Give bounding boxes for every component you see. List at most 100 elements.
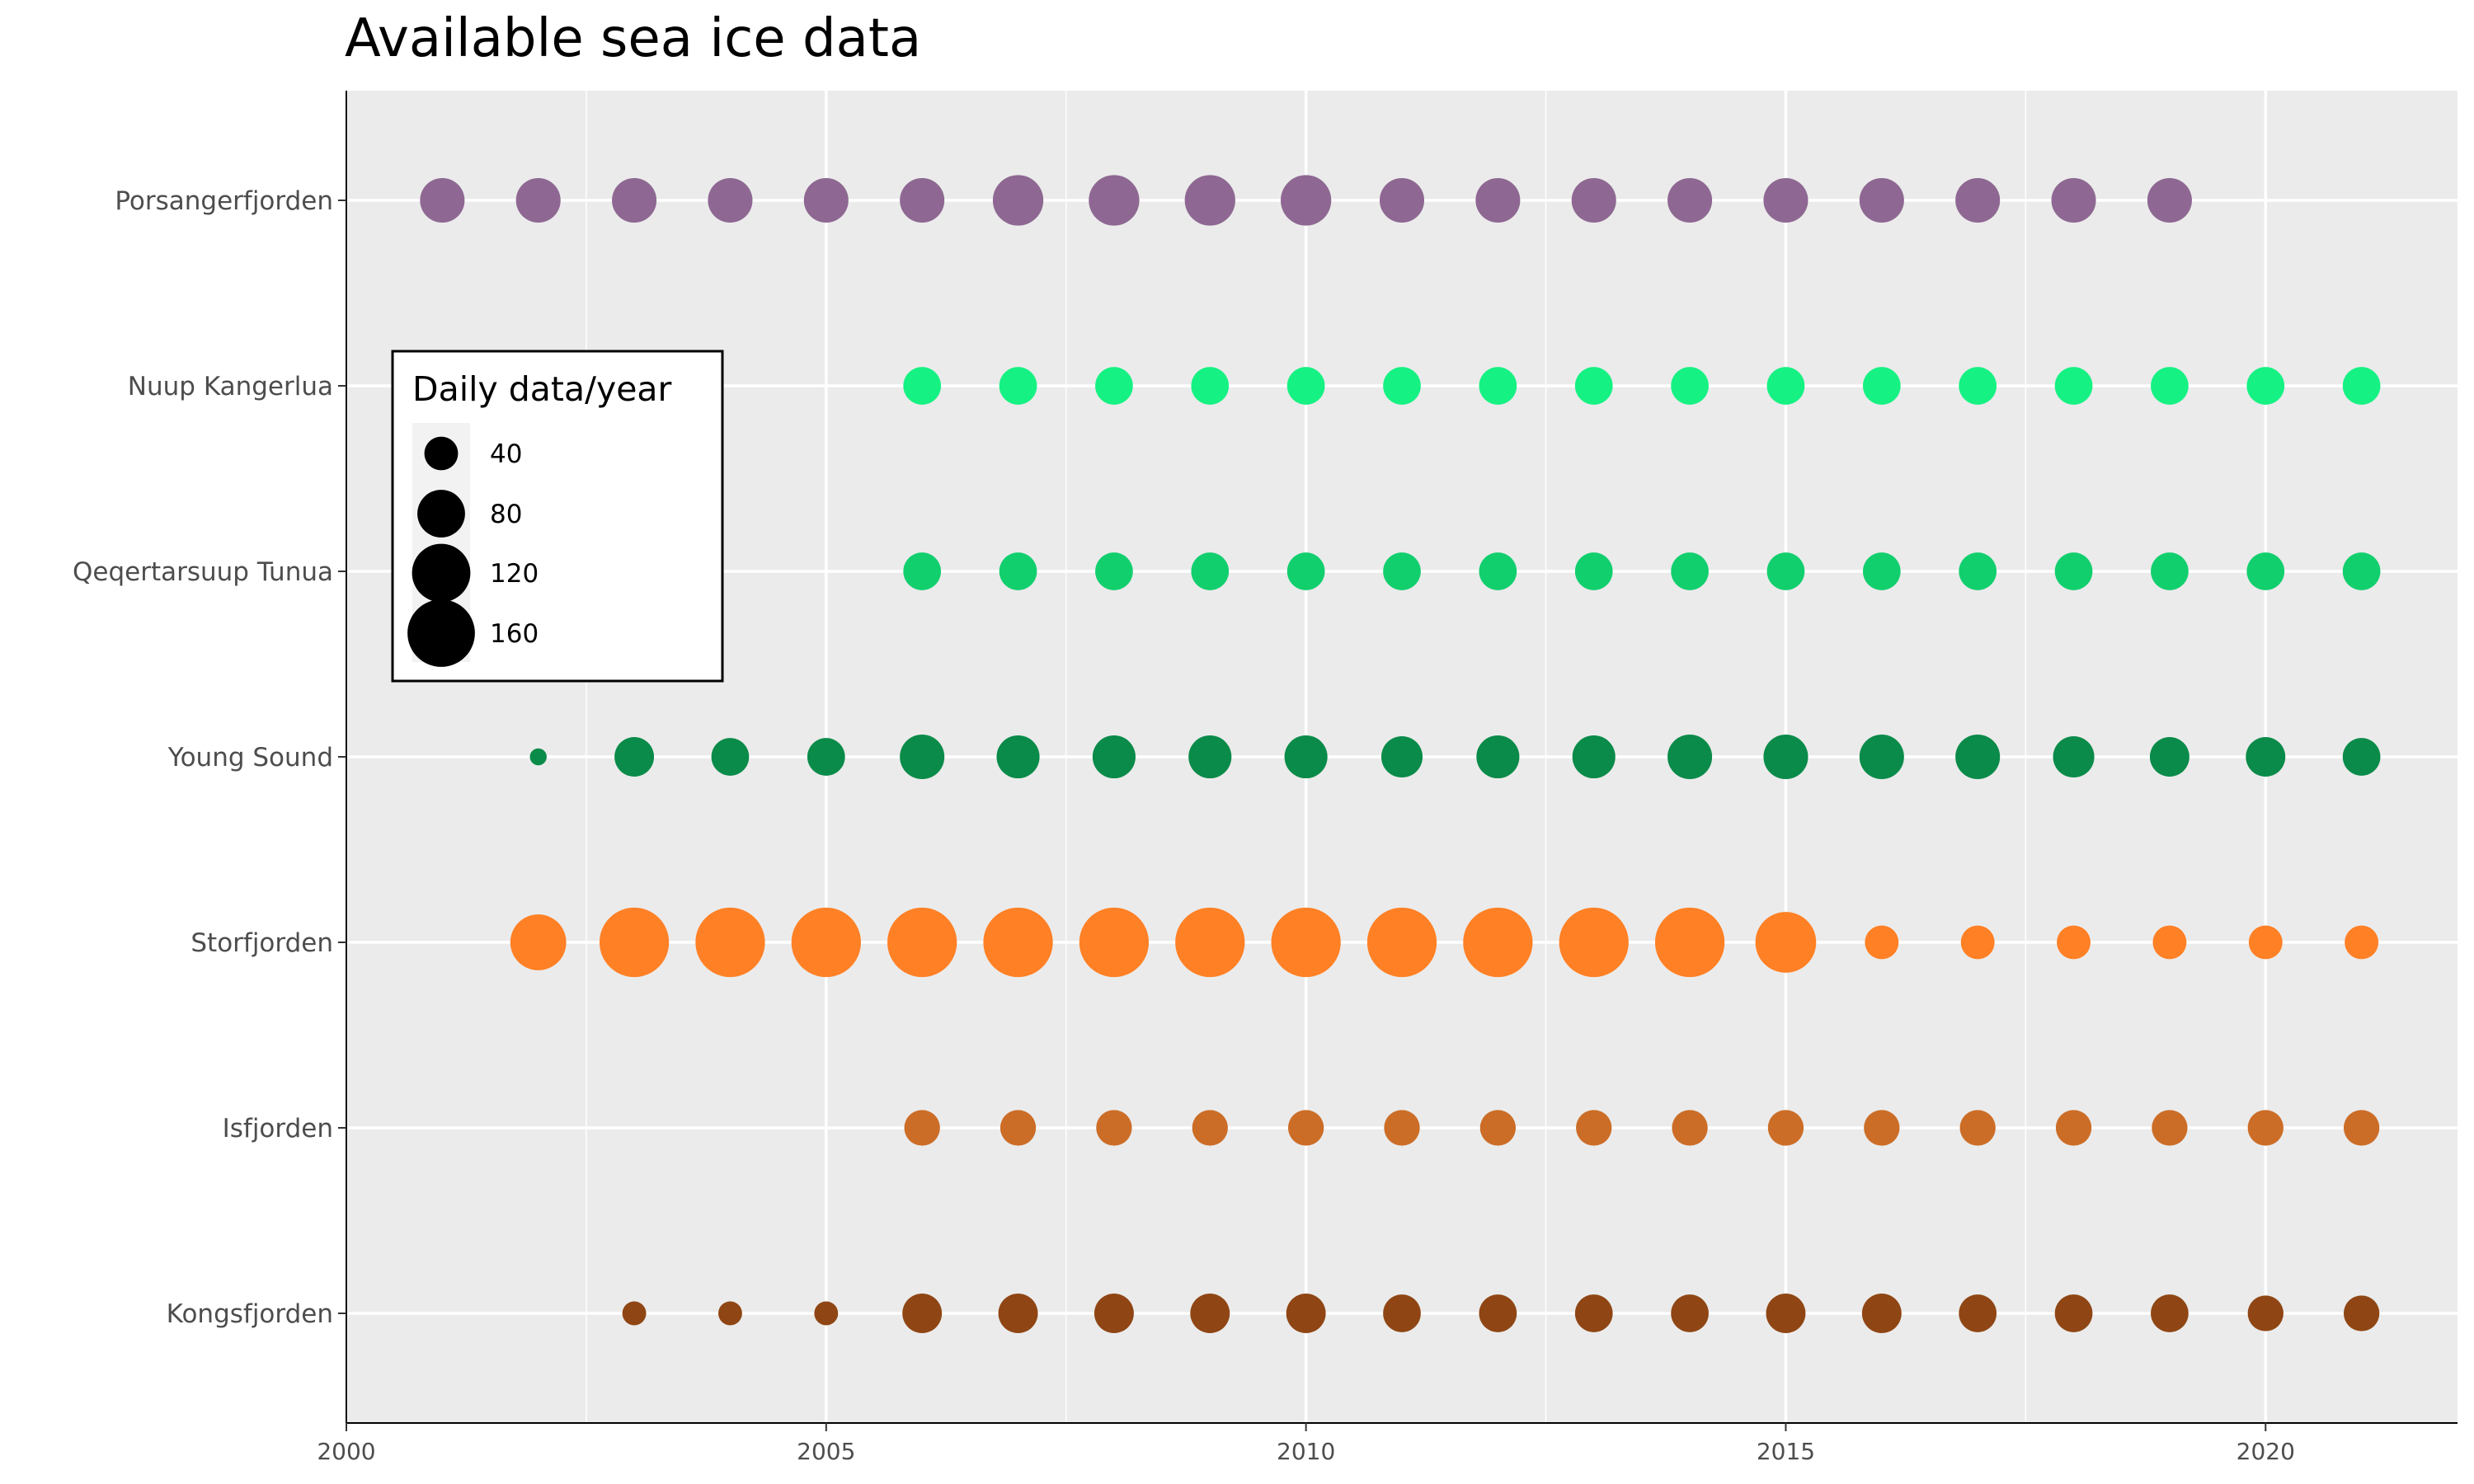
data-point [2343, 1110, 2380, 1146]
data-point [1286, 552, 1325, 590]
data-point [1383, 367, 1421, 405]
data-point [902, 1294, 943, 1333]
data-point [1865, 925, 1899, 960]
data-point [1383, 1294, 1421, 1332]
data-point [2152, 925, 2187, 960]
data-point [711, 738, 750, 776]
data-points [420, 175, 2381, 1333]
data-point [2151, 552, 2189, 590]
data-point [1763, 734, 1808, 780]
data-point [515, 177, 561, 223]
data-point [510, 914, 567, 970]
legend-key [417, 490, 465, 538]
data-point [1463, 907, 1533, 978]
data-point [1284, 735, 1328, 779]
data-point [1959, 367, 1997, 405]
data-point [1191, 367, 1230, 405]
legend-title: Daily data/year [412, 369, 672, 409]
data-point [2152, 1110, 2188, 1146]
data-point [2147, 177, 2192, 223]
data-point [1959, 1110, 1996, 1146]
data-point [1384, 1110, 1420, 1146]
data-point [900, 177, 945, 223]
data-point [1475, 177, 1521, 223]
data-point [998, 1294, 1038, 1333]
data-point [1184, 175, 1235, 226]
data-point [2343, 1295, 2380, 1331]
data-point [1476, 735, 1520, 779]
data-point [1366, 907, 1437, 978]
data-point [1280, 175, 1332, 226]
data-point [1862, 552, 1901, 590]
data-point [1671, 367, 1709, 405]
y-tick-label: Nuup Kangerlua [128, 372, 333, 402]
data-point [2247, 1295, 2284, 1331]
data-point [807, 738, 845, 776]
data-point [2055, 1110, 2092, 1146]
chart-title: Available sea ice data [345, 8, 921, 69]
data-point [903, 367, 942, 405]
data-point [2151, 1294, 2189, 1332]
data-point [1094, 1294, 1134, 1333]
data-point [803, 177, 849, 223]
data-point [1959, 552, 1997, 590]
data-point [1479, 552, 1517, 590]
data-point [695, 907, 765, 978]
data-point [2342, 367, 2381, 405]
size-legend: Daily data/year 40 80 120 160 [391, 350, 724, 683]
y-tick-label: Porsangerfjorden [115, 186, 333, 216]
x-tick-label: 2005 [797, 1438, 855, 1465]
data-point [791, 907, 861, 978]
data-point [1271, 907, 1341, 978]
legend-label: 160 [490, 619, 539, 649]
data-point [2149, 737, 2189, 777]
data-point [1672, 1110, 1708, 1146]
data-point [2345, 925, 2379, 960]
data-point [1574, 367, 1613, 405]
legend-label: 80 [490, 500, 522, 529]
x-tick-label: 2015 [1757, 1438, 1815, 1465]
data-point [1559, 907, 1629, 978]
data-point [983, 907, 1053, 978]
data-point [1766, 1294, 1806, 1333]
data-point [529, 748, 547, 766]
legend-key [407, 599, 475, 667]
data-point [1572, 735, 1616, 779]
legend-label: 40 [490, 439, 522, 469]
data-point [1383, 552, 1421, 590]
data-point [1571, 177, 1616, 223]
data-point [1671, 552, 1709, 590]
y-tick-label: Young Sound [167, 743, 333, 773]
data-point [708, 177, 753, 223]
data-point [1092, 735, 1136, 779]
data-point [2248, 925, 2283, 960]
data-point [1574, 1294, 1613, 1332]
data-point [2342, 552, 2381, 590]
data-point [622, 1301, 647, 1326]
x-tick-label: 2020 [2236, 1438, 2295, 1465]
data-point [1767, 1110, 1804, 1146]
data-point [2246, 737, 2286, 777]
data-point [1955, 734, 2001, 780]
data-point [2054, 1294, 2093, 1332]
data-point [996, 735, 1040, 779]
data-point [1766, 367, 1805, 405]
data-point [999, 367, 1037, 405]
axes: Porsangerfjorden Nuup Kangerlua Qeqertarsu… [73, 91, 2458, 1465]
data-point [612, 177, 657, 223]
data-point [614, 737, 655, 777]
data-point [1766, 552, 1805, 590]
x-tick-label: 2000 [317, 1438, 375, 1465]
data-point [999, 552, 1037, 590]
data-point [2247, 1110, 2284, 1146]
data-point [1095, 367, 1133, 405]
data-point [1188, 735, 1232, 779]
data-point [1175, 907, 1245, 978]
data-point [1191, 552, 1230, 590]
data-point [718, 1301, 742, 1326]
data-point [2054, 552, 2093, 590]
data-point [1862, 367, 1901, 405]
data-point [1089, 175, 1140, 226]
data-point [1286, 367, 1325, 405]
